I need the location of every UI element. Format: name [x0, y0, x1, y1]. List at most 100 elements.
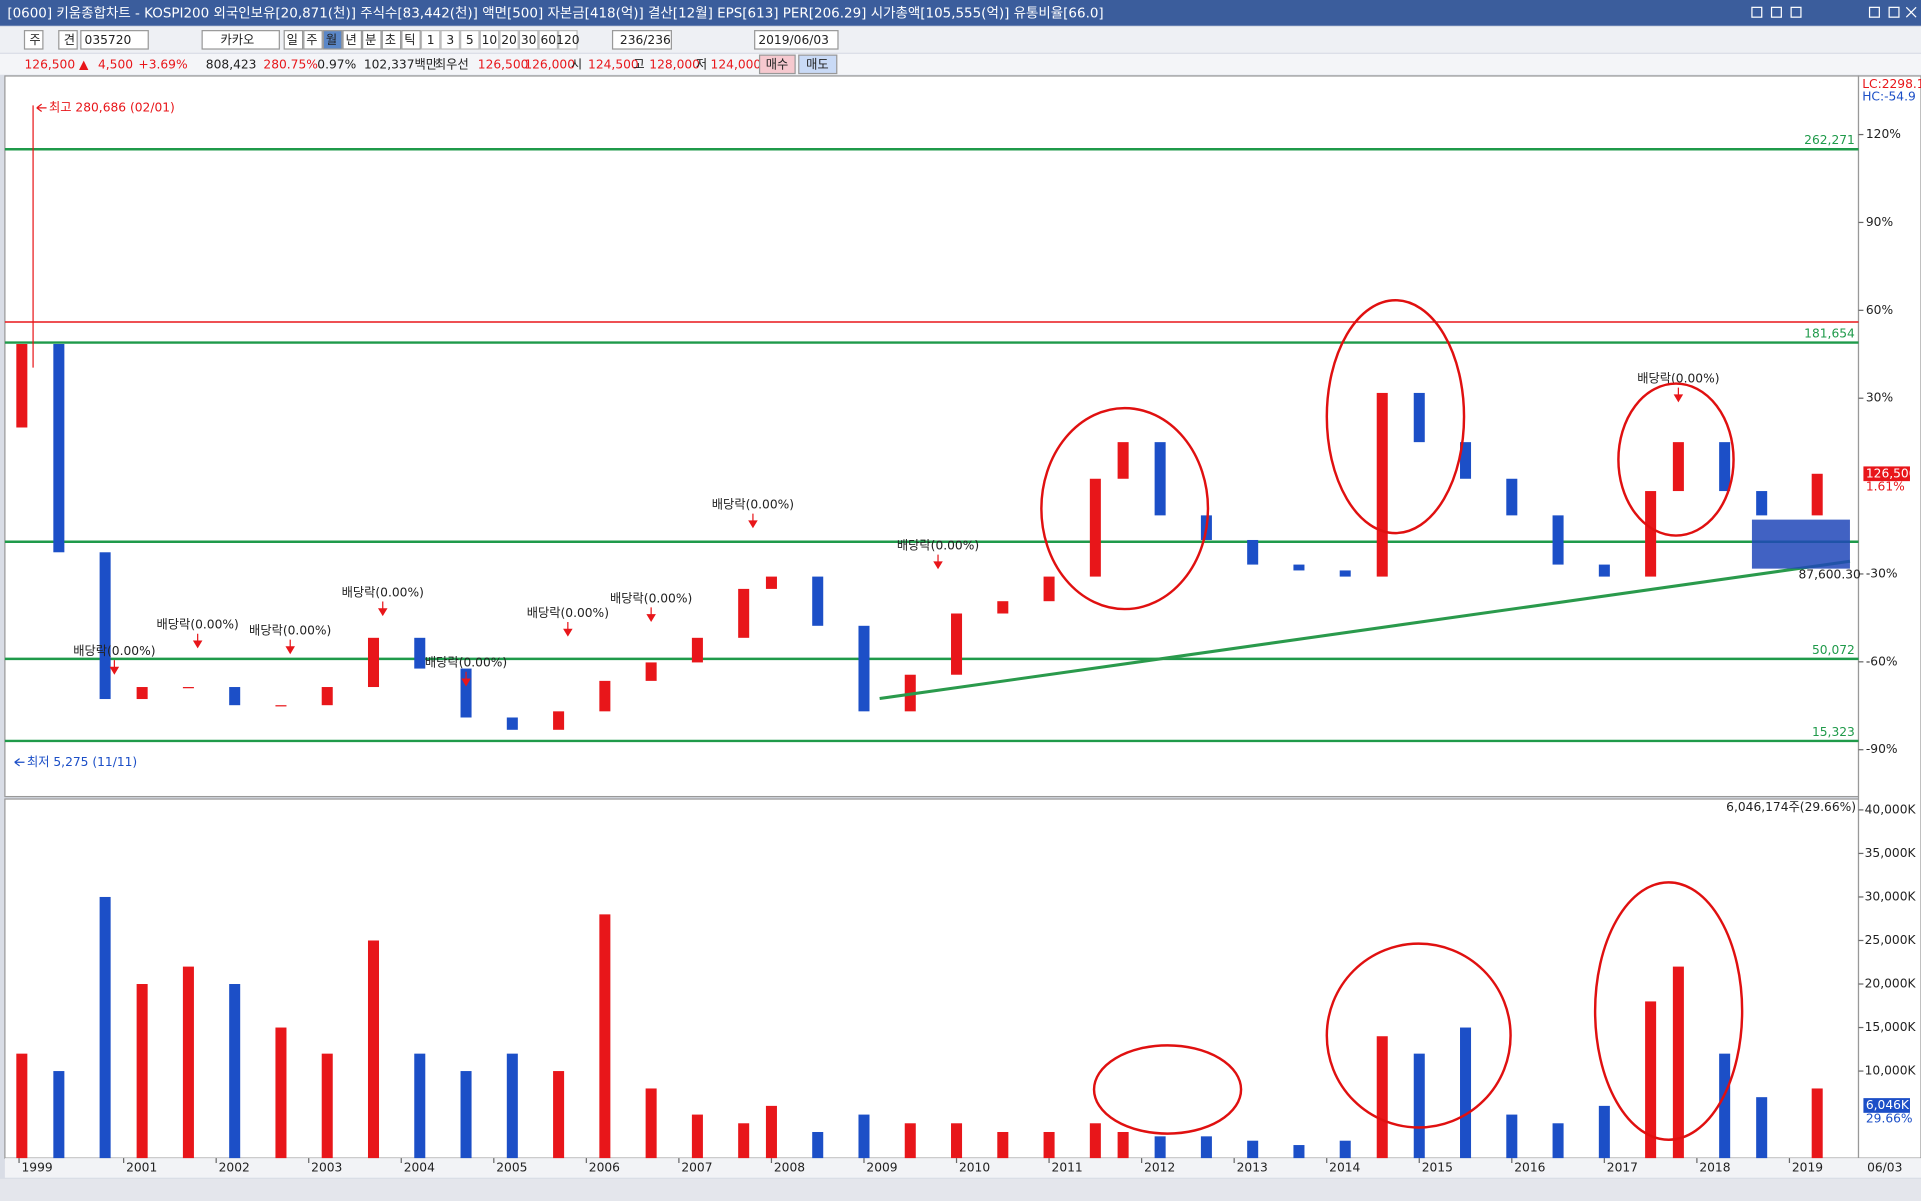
y-tick-label: 15,000K [1865, 1020, 1917, 1034]
period-button[interactable] [303, 30, 323, 50]
option-box[interactable] [58, 30, 78, 50]
x-tick-label: 2011 [1052, 1160, 1083, 1174]
window-button[interactable] [1790, 6, 1802, 18]
highlight-circle [1092, 1044, 1243, 1135]
interval-button[interactable] [518, 30, 539, 50]
volume-bar [275, 1027, 287, 1159]
buy-button[interactable] [758, 54, 796, 75]
window-button[interactable] [1888, 6, 1900, 18]
x-tick-label: 2006 [589, 1160, 620, 1174]
period-button[interactable] [401, 30, 421, 50]
candle [229, 687, 241, 706]
annotation-arrow [285, 639, 295, 655]
period-label: 분 [365, 33, 376, 47]
candle [1117, 442, 1129, 479]
window-button[interactable] [1770, 6, 1782, 18]
interval-button[interactable] [460, 30, 480, 50]
period-button[interactable] [322, 30, 343, 50]
candle [1043, 576, 1055, 602]
scroll-bar[interactable] [0, 1178, 1921, 1201]
interval-button[interactable] [440, 30, 461, 50]
period-button[interactable] [381, 30, 402, 50]
volume-bar [229, 984, 241, 1159]
trend-line [879, 559, 1851, 701]
volume-bar [1043, 1131, 1055, 1159]
volume-bar [765, 1105, 777, 1159]
volume-bar [1756, 1097, 1768, 1159]
interval-button[interactable] [479, 30, 500, 50]
window-button[interactable] [1868, 6, 1880, 18]
candle [691, 637, 703, 663]
date-box[interactable] [754, 30, 839, 50]
volume-bar [1460, 1027, 1472, 1159]
period-button[interactable] [342, 30, 363, 50]
sell-button[interactable] [798, 54, 838, 75]
volume-bar [645, 1088, 657, 1159]
price-panel [4, 75, 1860, 798]
quote-price: 126,500 ▲ [25, 57, 90, 71]
x-tick-label: 2010 [959, 1160, 990, 1174]
candle [53, 344, 65, 553]
y-tick-label: 30% [1866, 391, 1893, 405]
annotation-label: 배당락(0.00%) [897, 539, 979, 553]
annotation-arrow [646, 607, 656, 623]
volume-bar [460, 1071, 472, 1159]
interval-button[interactable] [499, 30, 519, 50]
close-button[interactable] [1905, 6, 1917, 18]
annotation-arrow [563, 621, 573, 637]
unit-box[interactable] [23, 30, 44, 50]
candle [1719, 442, 1731, 492]
unit: 주 [29, 33, 40, 47]
x-tick-label: 2007 [681, 1160, 712, 1174]
interval-button[interactable] [538, 30, 559, 50]
x-tick-label: 2016 [1514, 1160, 1545, 1174]
code-input[interactable] [80, 30, 149, 50]
annotation-label: 배당락(0.00%) [73, 644, 155, 658]
period-label: 일 [287, 33, 298, 47]
quote-change: 4,500 [98, 57, 133, 71]
x-tick-label: 2015 [1422, 1160, 1453, 1174]
candle [1293, 564, 1305, 571]
candle [645, 662, 657, 681]
interval-label: 10 [482, 33, 498, 47]
name-box[interactable] [201, 30, 280, 50]
time-axis [4, 1158, 1921, 1178]
annotation-arrow [461, 671, 471, 687]
candle [1811, 473, 1823, 516]
window-title: [0600] 키움종합차트 - KOSPI200 외국인보유[20,871(천)… [7, 5, 1103, 21]
quote-label: 저 [696, 57, 707, 71]
candle [99, 552, 111, 700]
y-tick-label: 20,000K [1865, 977, 1917, 991]
candle [506, 717, 518, 730]
candle [1376, 392, 1388, 577]
annotation-label: 배당락(0.00%) [249, 623, 331, 637]
option: 견 [64, 33, 75, 47]
volume-rate: 29.66% [1866, 1111, 1913, 1125]
candle [1089, 478, 1101, 577]
period-button[interactable] [362, 30, 382, 50]
volume-bar [321, 1053, 333, 1159]
candle [1247, 539, 1259, 565]
volume-bar [1506, 1114, 1518, 1159]
candle [16, 344, 28, 428]
interval-button[interactable] [558, 30, 578, 50]
buy-label: 매수 [766, 57, 789, 71]
x-tick-label: 2018 [1699, 1160, 1730, 1174]
level-label: 181,654 [1804, 326, 1855, 340]
x-tick-label: 2004 [404, 1160, 435, 1174]
interval-button[interactable] [420, 30, 441, 50]
interval-label: 30 [521, 33, 537, 47]
period-label: 년 [345, 33, 356, 47]
high-label: 최고 280,686 (02/01) [49, 100, 175, 114]
date: 2019/06/03 [758, 33, 829, 47]
count-box[interactable] [611, 30, 672, 50]
candle [1154, 442, 1166, 516]
period-button[interactable] [283, 30, 304, 50]
x-tick-label: 2013 [1237, 1160, 1268, 1174]
quote-bid: 126,000 [524, 57, 575, 71]
volume-bar [1811, 1088, 1823, 1159]
candle [1756, 491, 1768, 516]
window-button[interactable] [1751, 6, 1763, 18]
